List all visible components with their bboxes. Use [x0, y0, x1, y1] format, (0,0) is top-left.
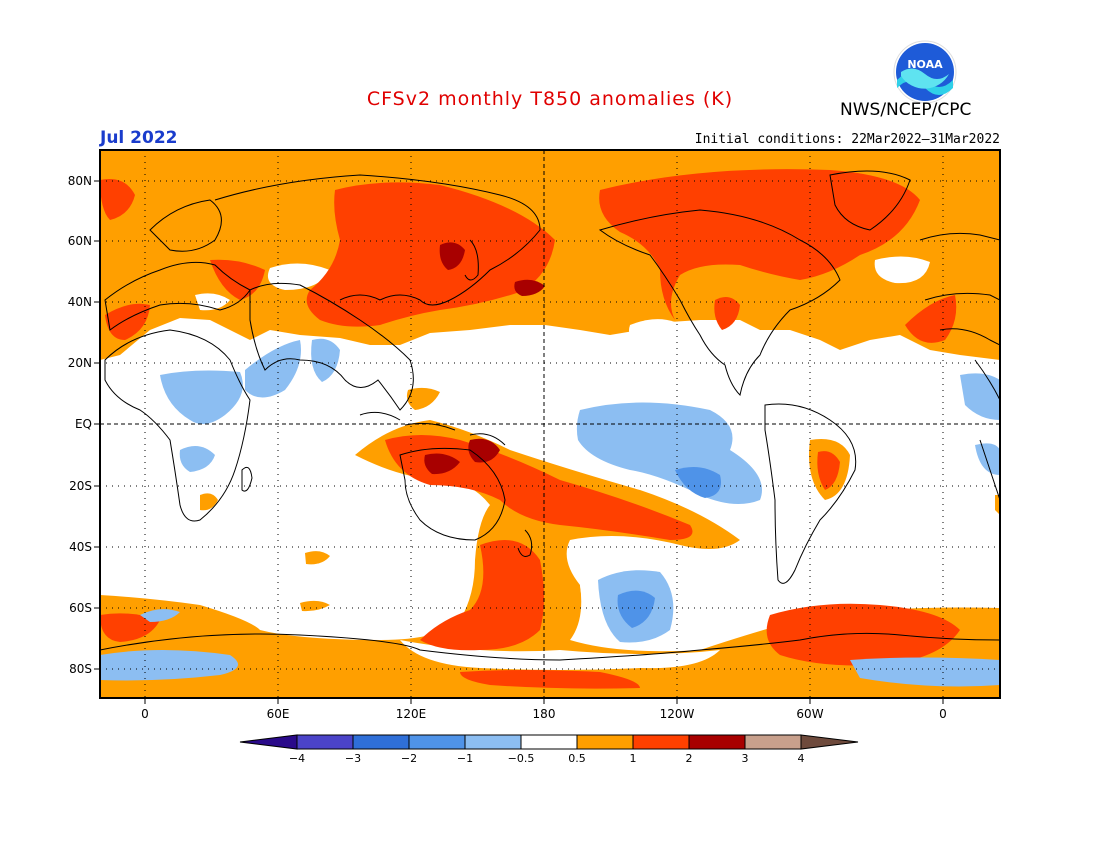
coastline-south-america	[764, 403, 857, 584]
colorbar-swatch	[632, 734, 690, 750]
neutral-region	[874, 256, 930, 284]
colorbar-swatch	[520, 734, 578, 750]
cool-region	[140, 609, 180, 622]
cool-region	[179, 446, 215, 472]
warm-region-strong	[817, 451, 840, 490]
warm-region-intense	[468, 438, 500, 463]
coastline-north-america	[598, 209, 841, 397]
coastline-africa-east	[939, 328, 1000, 501]
colorbar-label: −2	[401, 752, 417, 765]
cool-region	[311, 338, 340, 382]
coastline-europe-east	[919, 232, 1000, 301]
lat-label: 80N	[68, 174, 92, 188]
lon-label: 0	[939, 707, 947, 721]
coastline-kamchatka	[464, 239, 479, 281]
cool-region	[100, 650, 238, 681]
lat-label: 20N	[68, 356, 92, 370]
lon-label: 0	[141, 707, 149, 721]
agency-label: NWS/NCEP/CPC	[840, 100, 972, 120]
coastlines	[100, 170, 1000, 661]
coastline-africa	[104, 329, 251, 522]
warm-region	[305, 551, 330, 565]
colorbar-label: 2	[686, 752, 693, 765]
warm-region-intense	[424, 453, 460, 475]
colorbar-label: −1	[457, 752, 473, 765]
warm-region-intense	[439, 242, 465, 270]
colorbar-low-arrow	[239, 734, 298, 750]
warm-region	[406, 387, 440, 410]
graticule	[100, 150, 1000, 698]
lat-label: 80S	[69, 662, 92, 676]
colorbar: −4 −3 −2 −1 −0.5 0.5 1 2 3 4	[239, 734, 859, 765]
colorbar-swatch	[352, 734, 410, 750]
coastline-antarctica	[100, 632, 1000, 661]
neutral-region	[629, 319, 675, 345]
colorbar-label: −3	[345, 752, 361, 765]
lat-label: 40S	[69, 540, 92, 554]
colorbar-label: 0.5	[568, 752, 586, 765]
lon-label: 120W	[660, 707, 695, 721]
warm-region-strong	[306, 182, 555, 327]
warm-region-strong	[420, 540, 544, 651]
colorbar-label: −4	[289, 752, 305, 765]
coastline-australia	[399, 447, 506, 541]
lon-label: 180	[533, 707, 556, 721]
colorbar-swatch	[576, 734, 634, 750]
colorbar-swatch	[744, 734, 802, 750]
coastline-asia	[249, 282, 414, 411]
warm-region	[300, 600, 330, 612]
colorbar-label: 3	[742, 752, 749, 765]
cool-region	[245, 340, 301, 398]
longitude-axis: 0 60E 120E 180 120W 60W 0	[141, 698, 947, 721]
coastline-greenland	[829, 170, 911, 231]
cool-region	[850, 657, 1000, 687]
warm-region-strong	[100, 613, 160, 642]
warm-region-intense	[514, 279, 545, 296]
colorbar-swatch	[296, 734, 354, 750]
colorbar-swatch	[688, 734, 746, 750]
warm-region	[995, 495, 1000, 515]
noaa-logo: NOAA	[893, 40, 957, 104]
coastline-scandinavia	[149, 199, 222, 252]
colorbar-swatch	[464, 734, 522, 750]
lon-label: 60E	[267, 707, 290, 721]
warm-region-strong	[385, 435, 693, 540]
cool-region	[960, 373, 1000, 420]
lon-label: 60W	[796, 707, 823, 721]
cool-region-medium	[617, 590, 655, 628]
warm-region-strong	[714, 296, 740, 330]
latitude-axis: 80N 60N 40N 20N EQ 20S 40S 60S 80S	[68, 174, 100, 676]
initial-conditions: Initial conditions: 22Mar2022–31Mar2022	[694, 132, 1000, 147]
colorbar-label: 4	[798, 752, 805, 765]
coastline-madagascar	[241, 466, 253, 492]
lat-label: 60S	[69, 601, 92, 615]
map-title: CFSv2 monthly T850 anomalies (K)	[366, 88, 734, 110]
lat-label: 60N	[68, 234, 92, 248]
cool-region-medium	[675, 466, 721, 498]
logo-text: NOAA	[907, 58, 943, 71]
lat-label: 40N	[68, 295, 92, 309]
warm-region-strong	[460, 670, 640, 689]
colorbar-swatch	[408, 734, 466, 750]
lat-label: EQ	[75, 417, 92, 431]
coastline-asia-north	[214, 174, 541, 306]
neutral-region	[400, 640, 720, 670]
colorbar-label: 1	[630, 752, 637, 765]
cool-region	[160, 370, 243, 424]
lon-label: 120E	[396, 707, 427, 721]
forecast-month: Jul 2022	[100, 128, 178, 148]
warm-region	[200, 493, 218, 511]
warm-region-strong	[766, 603, 960, 666]
colorbar-high-arrow	[800, 734, 859, 750]
colorbar-label: −0.5	[508, 752, 535, 765]
warm-region-strong	[599, 169, 920, 320]
cool-region	[975, 443, 1000, 475]
lat-label: 20S	[69, 479, 92, 493]
coastline-nz	[517, 529, 533, 557]
warm-region-strong	[100, 179, 135, 220]
